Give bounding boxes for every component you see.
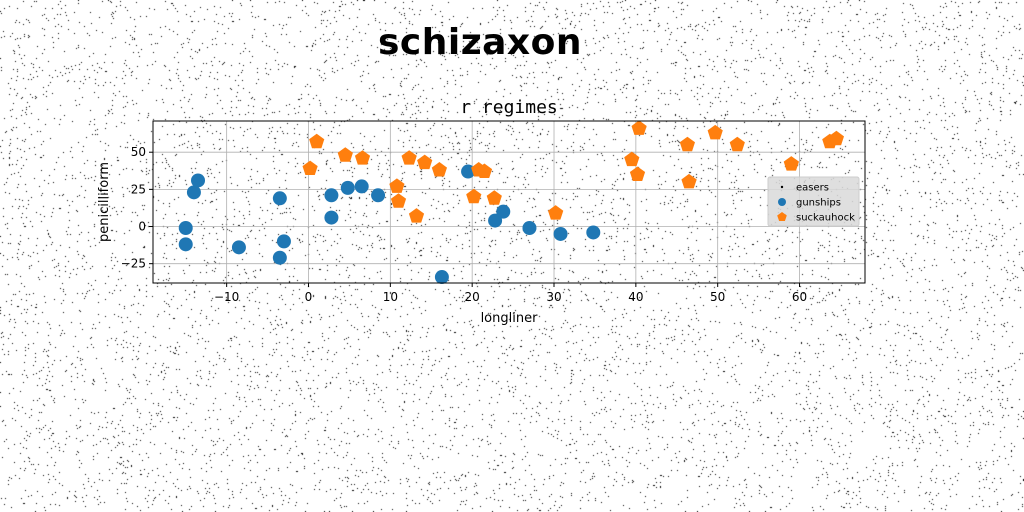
point-gunships <box>276 234 291 249</box>
point-gunships <box>324 188 339 203</box>
legend-label-suckauhock: suckauhock <box>796 213 855 224</box>
point-suckauhock <box>417 154 433 170</box>
x-axis-label: longliner <box>481 311 539 326</box>
x-tick-label: 30 <box>546 290 561 304</box>
point-suckauhock <box>466 188 482 204</box>
grid-layer <box>153 121 865 283</box>
point-suckauhock <box>707 124 723 140</box>
x-tick-label: 10 <box>383 290 398 304</box>
point-suckauhock <box>354 150 371 165</box>
legend-label-gunships: gunships <box>796 198 841 209</box>
point-suckauhock <box>389 178 405 193</box>
point-suckauhock <box>679 136 695 152</box>
chart-title: r regimes <box>460 97 558 118</box>
point-gunships <box>272 250 287 265</box>
point-layer <box>178 120 844 285</box>
point-suckauhock <box>828 130 844 146</box>
point-gunships <box>371 188 386 203</box>
point-gunships <box>522 221 537 236</box>
legend-marker-suckauhock <box>777 212 787 221</box>
legend-box <box>767 176 860 227</box>
legend-label-easers: easers <box>796 183 829 194</box>
point-suckauhock <box>629 166 646 181</box>
point-gunships <box>496 204 511 219</box>
point-gunships <box>586 225 601 240</box>
x-tick-label: 0 <box>305 290 313 304</box>
point-gunships <box>340 180 355 195</box>
y-axis-label: penicilliform <box>97 162 112 242</box>
page-title: schizaxon <box>377 22 583 63</box>
point-suckauhock <box>631 120 647 135</box>
point-suckauhock <box>408 208 425 223</box>
point-gunships <box>191 173 206 188</box>
y-tick-label: 50 <box>131 145 146 159</box>
x-tick-label: 50 <box>710 290 725 304</box>
x-tick-label: 20 <box>465 290 480 304</box>
point-suckauhock <box>783 156 799 171</box>
legend-marker-easers <box>780 185 784 189</box>
point-suckauhock <box>624 151 640 167</box>
point-gunships <box>231 240 246 255</box>
legend-item-easers: easers <box>780 183 829 194</box>
legend: easers gunships suckauhock <box>767 176 860 227</box>
legend-marker-gunships <box>778 198 786 206</box>
point-gunships <box>488 213 503 228</box>
point-gunships <box>272 191 287 206</box>
plot-frame <box>152 120 866 284</box>
tick-layer: −10 0 10 20 30 40 50 60 −25 0 25 50 <box>121 145 807 304</box>
point-suckauhock <box>302 160 318 175</box>
y-tick-label: 25 <box>131 182 146 196</box>
point-gunships <box>178 237 193 252</box>
legend-item-suckauhock: suckauhock <box>777 212 855 224</box>
x-tick-label: 40 <box>628 290 643 304</box>
point-gunships <box>434 270 449 285</box>
point-gunships <box>186 185 201 200</box>
point-gunships <box>178 221 193 236</box>
x-tick-label: 60 <box>792 290 807 304</box>
point-suckauhock <box>337 147 353 162</box>
point-suckauhock <box>390 193 407 208</box>
x-tick-label: −10 <box>214 290 239 304</box>
point-suckauhock <box>476 163 493 178</box>
point-suckauhock <box>548 205 564 220</box>
y-tick-label: −25 <box>121 257 146 271</box>
y-tick-label: 0 <box>138 220 146 234</box>
point-suckauhock <box>309 133 325 149</box>
point-suckauhock <box>486 190 502 205</box>
point-gunships <box>553 226 568 241</box>
point-suckauhock <box>729 136 745 152</box>
point-gunships <box>354 179 369 194</box>
point-suckauhock <box>401 150 417 165</box>
point-gunships <box>324 210 339 225</box>
legend-item-gunships: gunships <box>778 198 841 209</box>
point-suckauhock <box>431 162 447 177</box>
point-suckauhock <box>681 173 697 189</box>
